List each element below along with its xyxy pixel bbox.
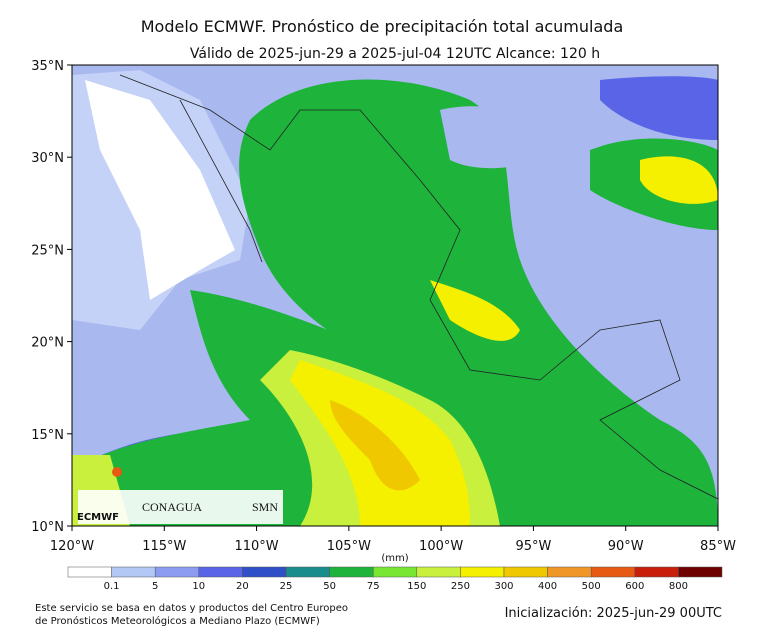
- lon-label: 85°W: [700, 539, 736, 554]
- colorbar-label: 25: [280, 581, 293, 592]
- colorbar-swatch: [242, 566, 287, 578]
- title: Modelo ECMWF. Pronóstico de precipitació…: [141, 17, 624, 36]
- lat-label: 15°N: [31, 428, 64, 443]
- subtitle: Válido de 2025-jun-29 a 2025-jul-04 12UT…: [190, 46, 600, 62]
- lon-label: 115°W: [142, 539, 186, 554]
- colorbar-swatch: [503, 566, 548, 578]
- lat-label: 30°N: [31, 151, 64, 166]
- colorbar-swatch: [198, 566, 243, 578]
- colorbar-label: 250: [451, 581, 470, 592]
- colorbar-swatch: [416, 566, 461, 578]
- colorbar-label: 300: [494, 581, 513, 592]
- colorbar-label: 600: [625, 581, 644, 592]
- lon-label: 105°W: [327, 539, 371, 554]
- colorbar-label: 800: [669, 581, 688, 592]
- footer-note: de Pronósticos Meteorológicos a Mediano …: [35, 615, 320, 627]
- lat-label: 10°N: [31, 520, 64, 535]
- colorbar-label: 20: [236, 581, 249, 592]
- colorbar-label: 50: [323, 581, 336, 592]
- lon-label: 110°W: [234, 539, 278, 554]
- colorbar-swatch: [285, 566, 330, 578]
- colorbar-swatch: [111, 566, 156, 578]
- lat-label: 20°N: [31, 336, 64, 351]
- colorbar-swatch: [678, 566, 723, 578]
- logo-conagua: CONAGUA: [142, 500, 202, 514]
- lat-label: 35°N: [31, 59, 64, 74]
- colorbar-label: 150: [407, 581, 426, 592]
- colorbar-swatch: [547, 566, 592, 578]
- lon-label: 100°W: [419, 539, 463, 554]
- logo-smn: SMN: [252, 500, 278, 514]
- logo-box: ECMWF CONAGUA SMN: [77, 490, 283, 524]
- colorbar-swatch: [67, 566, 112, 578]
- lat-label: 25°N: [31, 243, 64, 258]
- colorbar-swatch: [634, 566, 679, 578]
- logo-ecmwf: ECMWF: [77, 512, 119, 523]
- footer-init: Inicialización: 2025-jun-29 00UTC: [505, 606, 722, 621]
- colorbar-swatch: [590, 566, 636, 578]
- lon-label: 120°W: [50, 539, 94, 554]
- colorbar-swatch: [460, 566, 505, 578]
- colorbar-swatch: [329, 566, 374, 578]
- colorbar-label: 400: [538, 581, 557, 592]
- colorbar-label: 75: [367, 581, 380, 592]
- colorbar-label: 0.1: [104, 581, 120, 592]
- map-field: [72, 65, 718, 526]
- colorbar-unit: (mm): [381, 553, 408, 564]
- footer-note: Este servicio se basa en datos y product…: [35, 603, 348, 614]
- colorbar-label: 5: [152, 581, 158, 592]
- colorbar-swatch: [372, 566, 418, 578]
- lon-label: 95°W: [515, 539, 551, 554]
- colorbar-label: 500: [582, 581, 601, 592]
- lon-label: 90°W: [608, 539, 644, 554]
- map-frame: [71, 64, 719, 527]
- colorbar-label: 10: [192, 581, 205, 592]
- colorbar-swatch: [154, 566, 200, 578]
